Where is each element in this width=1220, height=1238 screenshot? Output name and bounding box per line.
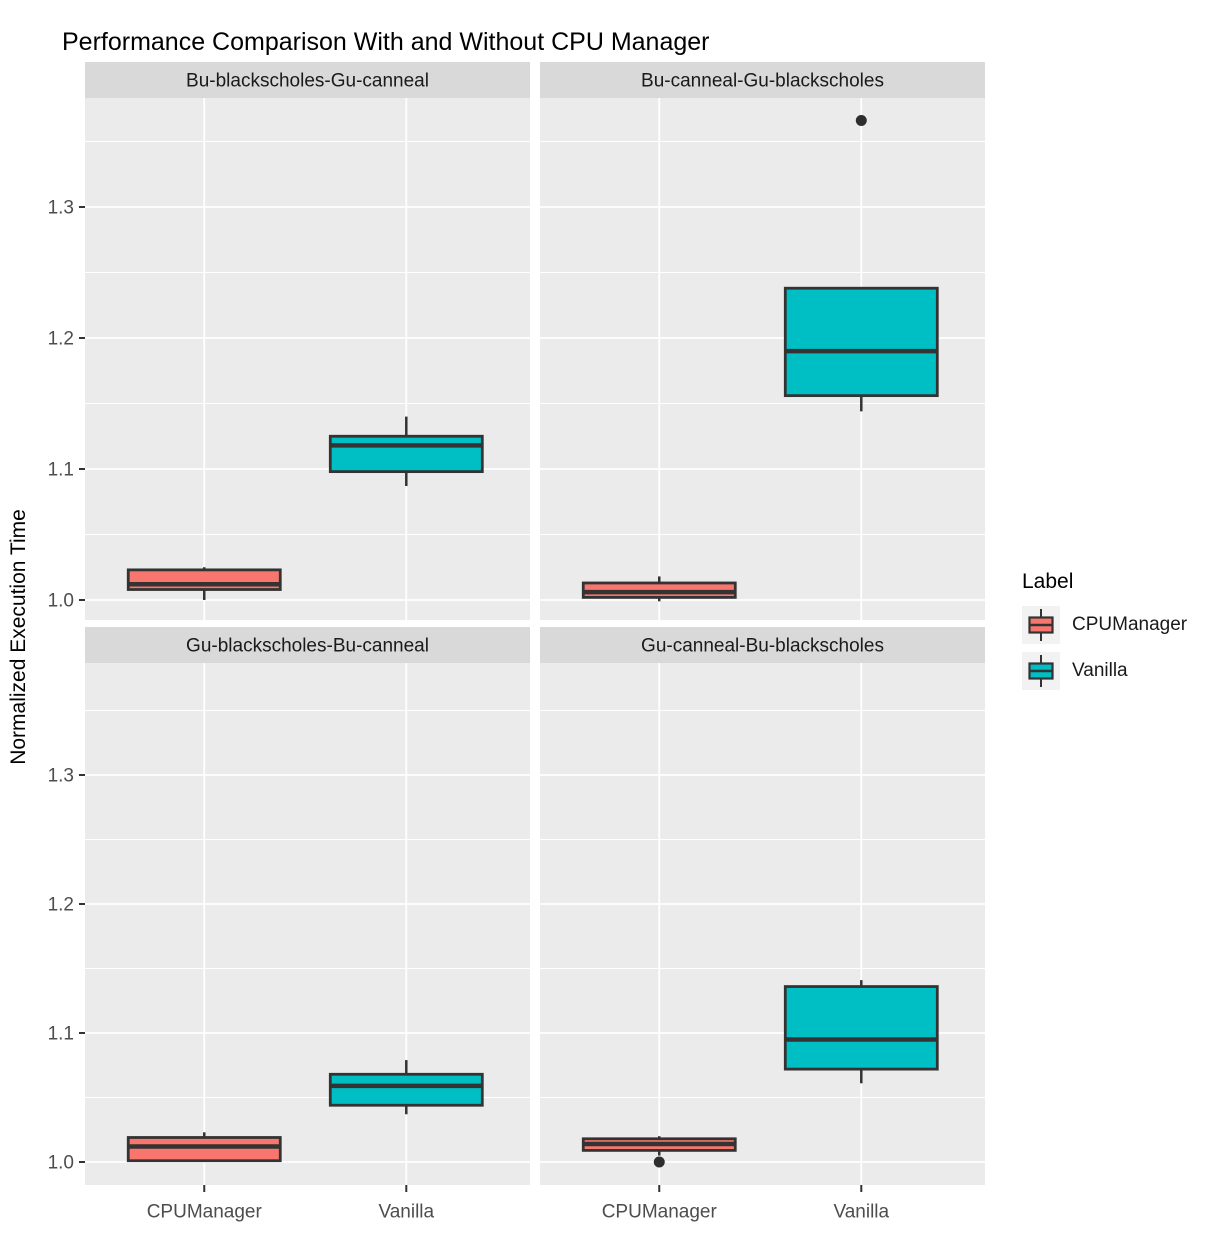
legend-title: Label [1022,570,1074,593]
boxplot-key-icon [1022,652,1060,690]
y-tick-label: 1.1 [48,460,74,481]
legend-item-cpumanager: CPUManager [1022,606,1187,644]
y-tick-label: 1.0 [48,1153,74,1174]
facet-strip-label: Bu-canneal-Gu-blackscholes [641,71,884,92]
y-tick-label: 1.1 [48,1024,74,1045]
chart-title: Performance Comparison With and Without … [62,28,710,56]
y-tick-label: 1.3 [48,198,74,219]
box [126,1136,282,1163]
x-tick-label: CPUManager [147,1202,263,1223]
outlier-point [855,115,867,127]
box [126,568,282,591]
legend-label: Vanilla [1072,660,1128,681]
facet-strip [540,627,985,663]
legend: Label CPUManager Vanilla [1022,570,1187,698]
boxplot-key-icon [1022,606,1060,644]
panel-background [85,98,530,620]
x-tick-label: CPUManager [602,1202,718,1223]
facet-strip-label: Gu-canneal-Bu-blackscholes [641,636,884,657]
boxplot-cpumanager [581,1136,737,1168]
y-tick-label: 1.2 [48,895,74,916]
facet-strip-label: Gu-blackscholes-Bu-canneal [186,636,429,657]
box [783,985,939,1071]
box [328,1072,484,1107]
box [328,434,484,474]
x-tick-label: Vanilla [833,1202,889,1223]
facet-strip [85,627,530,663]
legend-label: CPUManager [1072,614,1188,635]
y-tick-label: 1.2 [48,329,74,350]
box [783,286,939,398]
y-tick-label: 1.0 [48,591,74,612]
facet-panel: Gu-canneal-Bu-blackscholes CPUManager Vani… [540,627,985,1223]
facet-strip [85,62,530,98]
panel-background [540,663,985,1185]
outlier-point [653,1156,665,1168]
facet-strip [540,62,985,98]
boxplot-vanilla [328,416,484,487]
y-tick-label: 1.3 [48,766,74,787]
boxplot-cpumanager [126,1132,282,1163]
facet-panel: Bu-blackscholes-Gu-canneal [85,62,530,620]
boxplot-vanilla [328,1060,484,1115]
facet-strip-label: Bu-blackscholes-Gu-canneal [186,71,429,92]
facet-panel: Bu-canneal-Gu-blackscholes [540,62,985,620]
x-tick-label: Vanilla [378,1202,434,1223]
boxplot-cpumanager [581,576,737,602]
boxplot-cpumanager [126,567,282,600]
boxplot-vanilla [783,115,939,412]
boxplot-vanilla [783,980,939,1084]
panel-background [85,663,530,1185]
legend-item-vanilla: Vanilla [1022,652,1187,690]
facet-panel: Gu-blackscholes-Bu-canneal CPUManager Vani… [85,627,530,1223]
